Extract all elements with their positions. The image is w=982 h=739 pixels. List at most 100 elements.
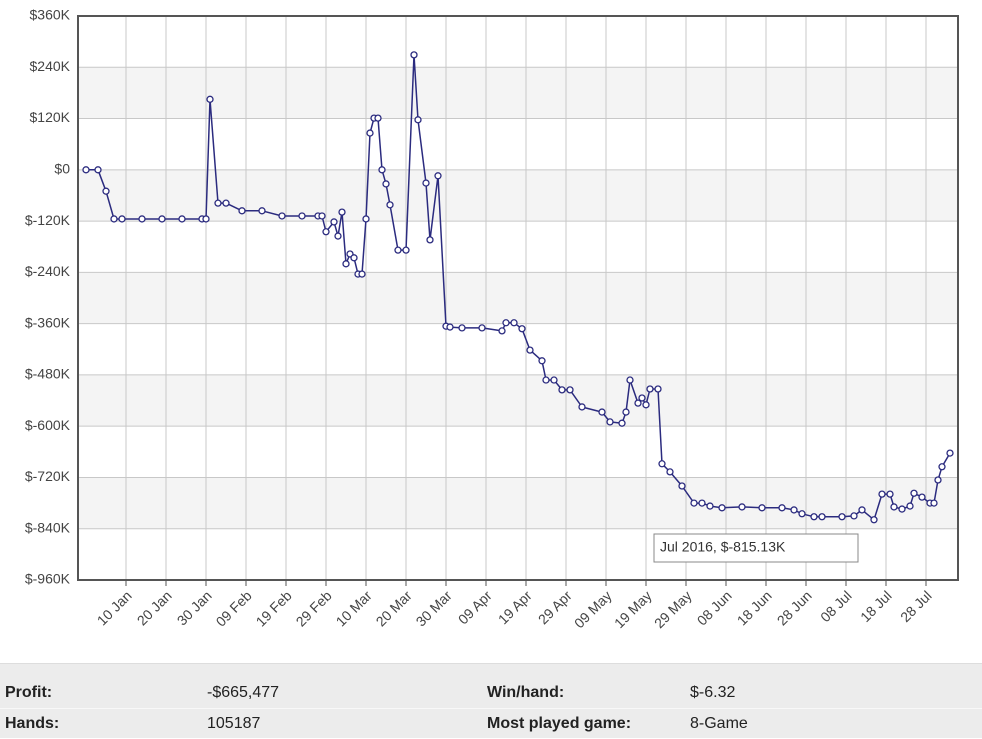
tooltip-text: Jul 2016, $-815.13K — [660, 539, 786, 555]
marker — [414, 116, 422, 124]
marker — [658, 460, 666, 468]
marker — [910, 489, 918, 497]
marker — [626, 376, 634, 384]
y-tick-label: $-720K — [25, 468, 71, 484]
marker — [102, 187, 110, 195]
marker — [838, 513, 846, 521]
marker — [422, 179, 430, 187]
marker — [410, 51, 418, 59]
x-tick-label: 28 Jun — [774, 587, 815, 628]
x-tick-label: 30 Jan — [174, 587, 215, 628]
marker — [646, 385, 654, 393]
marker — [378, 166, 386, 174]
marker — [622, 408, 630, 416]
marker — [374, 114, 382, 122]
marker — [798, 510, 806, 518]
stat-value: 105187 — [207, 715, 261, 732]
marker — [202, 215, 210, 223]
stat-value: 8-Game — [690, 715, 748, 732]
marker — [402, 246, 410, 254]
marker — [810, 513, 818, 521]
band — [78, 374, 958, 427]
marker — [386, 201, 394, 209]
x-tick-label: 08 Jun — [694, 587, 735, 628]
marker — [738, 503, 746, 511]
tooltip-box — [653, 533, 859, 563]
x-tick-label: 10 Jan — [94, 587, 135, 628]
marker — [178, 215, 186, 223]
marker — [426, 236, 434, 244]
marker — [598, 408, 606, 416]
x-tick-label: 10 Mar — [333, 587, 375, 629]
marker — [118, 215, 126, 223]
band — [78, 272, 958, 324]
marker — [858, 506, 866, 514]
marker — [478, 324, 486, 332]
stat-label: Profit: — [5, 684, 53, 701]
marker — [918, 493, 926, 501]
y-tick-label: $0 — [54, 161, 70, 177]
marker — [502, 319, 510, 327]
stats-panel: Profit: -$665,477 Win/hand: $-6.32 Hands… — [0, 663, 982, 738]
marker — [238, 207, 246, 215]
marker — [542, 376, 550, 384]
band — [78, 16, 958, 68]
marker — [278, 212, 286, 220]
marker — [298, 212, 306, 220]
marker — [322, 228, 330, 236]
x-tick-label: 20 Mar — [373, 587, 415, 629]
x-tick-label: 30 Mar — [413, 587, 455, 629]
plot-frame — [77, 15, 959, 581]
marker — [718, 504, 726, 512]
marker — [930, 499, 938, 507]
marker — [350, 254, 358, 262]
marker — [870, 516, 878, 524]
marker — [906, 502, 914, 510]
marker — [338, 208, 346, 216]
y-tick-label: $-240K — [25, 263, 71, 279]
marker — [618, 419, 626, 427]
marker — [678, 482, 686, 490]
marker — [206, 95, 214, 103]
marker — [638, 394, 646, 402]
marker — [818, 513, 826, 521]
marker — [698, 499, 706, 507]
marker — [934, 476, 942, 484]
x-tick-label: 09 Apr — [455, 587, 495, 627]
marker — [510, 319, 518, 327]
marker — [578, 403, 586, 411]
marker — [666, 468, 674, 476]
marker — [330, 218, 338, 226]
band — [78, 221, 958, 273]
marker — [498, 327, 506, 335]
marker — [138, 215, 146, 223]
x-tick-label: 18 Jul — [857, 587, 895, 625]
marker — [606, 418, 614, 426]
stat-value: $-6.32 — [690, 684, 736, 701]
stats-row: Hands: 105187 Most played game: 8-Game — [0, 708, 982, 739]
stat-label: Hands: — [5, 715, 60, 732]
marker — [358, 270, 366, 278]
x-tick-label: 19 Feb — [253, 587, 295, 629]
marker — [526, 346, 534, 354]
marker — [82, 166, 90, 174]
marker — [690, 499, 698, 507]
marker — [458, 324, 466, 332]
marker — [394, 246, 402, 254]
y-tick-label: $-360K — [25, 314, 71, 330]
marker — [642, 401, 650, 409]
band — [78, 477, 958, 529]
marker — [222, 199, 230, 207]
marker — [110, 215, 118, 223]
marker — [446, 323, 454, 331]
band — [78, 169, 958, 222]
marker — [214, 199, 222, 207]
marker — [878, 490, 886, 498]
marker — [898, 505, 906, 513]
x-tick-label: 18 Jun — [734, 587, 775, 628]
y-tick-label: $-960K — [25, 571, 71, 587]
y-tick-label: $240K — [30, 58, 71, 74]
marker — [366, 129, 374, 137]
marker — [334, 232, 342, 240]
